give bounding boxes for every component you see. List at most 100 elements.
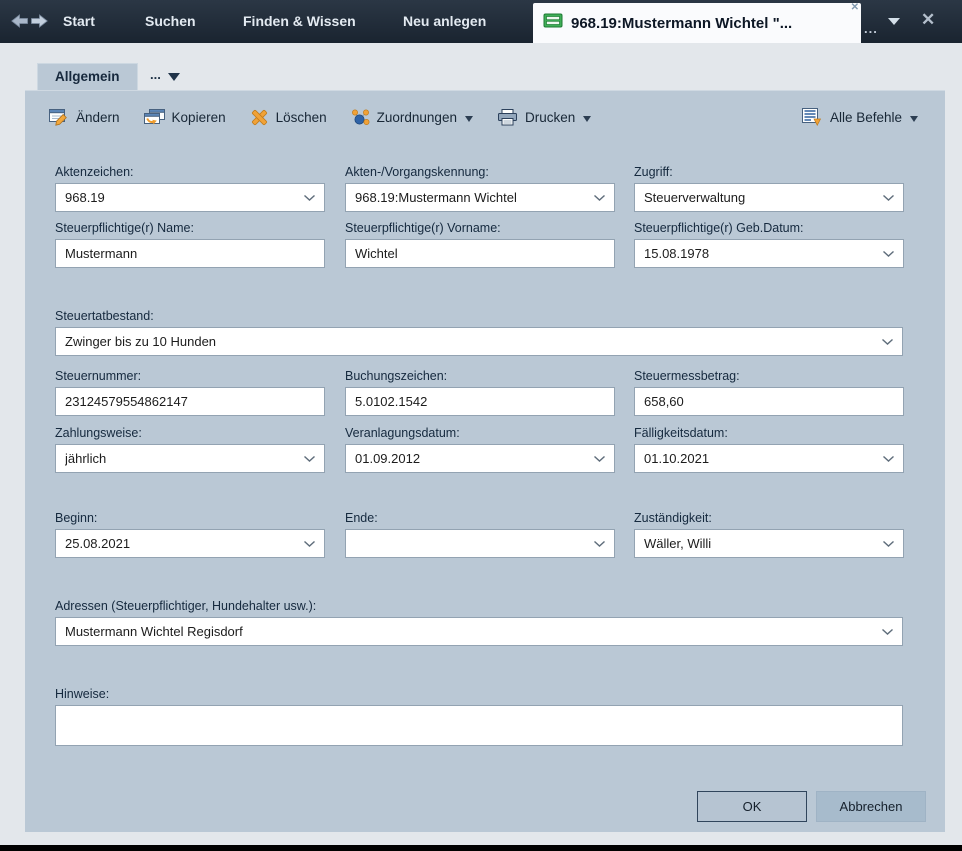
tab-list-dropdown-icon[interactable]	[888, 18, 900, 25]
chevron-down-icon	[876, 338, 893, 345]
nav-forward-icon[interactable]	[31, 14, 48, 28]
hinweise-textarea[interactable]	[55, 705, 903, 746]
loeschen-label: Löschen	[275, 109, 327, 125]
geb-datum-value: 15.08.1978	[644, 246, 710, 261]
nav-back-icon[interactable]	[11, 14, 28, 28]
active-document-tab[interactable]: 968.19:Mustermann Wichtel "... ✕	[533, 3, 861, 43]
kopieren-label: Kopieren	[171, 109, 226, 125]
zustaendigkeit-combo[interactable]: Wäller, Willi	[634, 529, 904, 558]
zuordnungen-button[interactable]: Zuordnungen	[339, 102, 485, 132]
vorgangskennung-label: Akten-/Vorgangskennung:	[345, 165, 489, 179]
chevron-down-icon	[877, 250, 894, 257]
name-label: Steuerpflichtige(r) Name:	[55, 221, 194, 235]
vorgangskennung-combo[interactable]: 968.19:Mustermann Wichtel	[345, 183, 615, 212]
form-panel: Ändern Kopieren Löschen Zuordnungen Druc…	[25, 90, 945, 832]
menu-start[interactable]: Start	[63, 13, 95, 29]
steuertatbestand-value: Zwinger bis zu 10 Hunden	[65, 334, 217, 349]
loeschen-button[interactable]: Löschen	[238, 102, 339, 132]
aendern-button[interactable]: Ändern	[37, 102, 132, 132]
aktenzeichen-combo[interactable]: 968.19	[55, 183, 325, 212]
menu-suchen[interactable]: Suchen	[145, 13, 196, 29]
chevron-down-icon	[910, 115, 918, 122]
chevron-down-icon	[588, 194, 605, 201]
aendern-label: Ändern	[76, 109, 120, 125]
menu-neu-anlegen[interactable]: Neu anlegen	[403, 13, 487, 29]
page-tab-overflow-dots[interactable]: ...	[150, 67, 161, 82]
kopieren-button[interactable]: Kopieren	[132, 102, 238, 132]
beginn-value: 25.08.2021	[65, 536, 131, 551]
document-tab-close-icon[interactable]: ✕	[850, 2, 859, 13]
folder-icon	[543, 12, 563, 34]
tab-allgemein[interactable]: Allgemein	[37, 63, 138, 90]
geb-datum-label: Steuerpflichtige(r) Geb.Datum:	[634, 221, 804, 235]
chevron-down-icon	[588, 540, 605, 547]
hinweise-label: Hinweise:	[55, 687, 110, 701]
drucken-label: Drucken	[524, 109, 576, 125]
toolbar: Ändern Kopieren Löschen Zuordnungen Druc…	[25, 91, 945, 143]
buchungszeichen-input[interactable]	[345, 387, 615, 416]
zahlungsweise-label: Zahlungsweise:	[55, 426, 142, 440]
document-tab-title: 968.19:Mustermann Wichtel "...	[571, 14, 793, 32]
chevron-down-icon	[877, 194, 894, 201]
name-input[interactable]	[55, 239, 325, 268]
zugriff-value: Steuerverwaltung	[644, 190, 746, 205]
buchungszeichen-label: Buchungszeichen:	[345, 369, 448, 383]
adressen-label: Adressen (Steuerpflichtiger, Hundehalter…	[55, 599, 317, 613]
chevron-down-icon	[588, 455, 605, 462]
steuermessbetrag-input[interactable]	[634, 387, 904, 416]
alle-befehle-label: Alle Befehle	[829, 109, 902, 125]
abbrechen-button[interactable]: Abbrechen	[816, 791, 926, 822]
copy-icon	[143, 108, 165, 126]
zustaendigkeit-value: Wäller, Willi	[644, 536, 712, 551]
ok-button[interactable]: OK	[697, 791, 807, 822]
zahlungsweise-value: jährlich	[65, 451, 107, 466]
chevron-down-icon	[298, 540, 315, 547]
zugriff-label: Zugriff:	[634, 165, 673, 179]
edit-icon	[49, 108, 69, 126]
zugriff-combo[interactable]: Steuerverwaltung	[634, 183, 904, 212]
steuernummer-label: Steuernummer:	[55, 369, 142, 383]
menu-finden-wissen[interactable]: Finden & Wissen	[243, 13, 356, 29]
steuertatbestand-combo[interactable]: Zwinger bis zu 10 Hunden	[55, 327, 903, 356]
vorname-input[interactable]	[345, 239, 615, 268]
window-close-icon[interactable]: ✕	[921, 10, 936, 29]
zahlungsweise-combo[interactable]: jährlich	[55, 444, 325, 473]
command-list-icon	[801, 108, 823, 126]
page-tabs-dropdown-icon[interactable]	[168, 73, 180, 81]
delete-icon	[250, 109, 269, 126]
top-menu-bar: Start Suchen Finden & Wissen Neu anlegen…	[0, 0, 962, 43]
chevron-down-icon	[583, 115, 592, 122]
aktenzeichen-value: 968.19	[65, 190, 105, 205]
assignments-icon	[351, 109, 370, 126]
alle-befehle-button[interactable]: Alle Befehle	[790, 102, 930, 132]
veranlagungsdatum-label: Veranlagungsdatum:	[345, 426, 460, 440]
vorgangskennung-value: 968.19:Mustermann Wichtel	[355, 190, 517, 205]
geb-datum-combo[interactable]: 15.08.1978	[634, 239, 904, 268]
printer-icon	[497, 108, 518, 126]
faelligkeitsdatum-combo[interactable]: 01.10.2021	[634, 444, 904, 473]
veranlagungsdatum-value: 01.09.2012	[355, 451, 421, 466]
beginn-label: Beginn:	[55, 511, 98, 525]
vorname-label: Steuerpflichtige(r) Vorname:	[345, 221, 501, 235]
chevron-down-icon	[877, 540, 894, 547]
ende-combo[interactable]	[345, 529, 615, 558]
chevron-down-icon	[298, 455, 315, 462]
adressen-combo[interactable]: Mustermann Wichtel Regisdorf	[55, 617, 903, 646]
beginn-combo[interactable]: 25.08.2021	[55, 529, 325, 558]
faelligkeitsdatum-label: Fälligkeitsdatum:	[634, 426, 728, 440]
zuordnungen-label: Zuordnungen	[376, 109, 457, 125]
adressen-value: Mustermann Wichtel Regisdorf	[65, 624, 243, 639]
veranlagungsdatum-combo[interactable]: 01.09.2012	[345, 444, 615, 473]
drucken-button[interactable]: Drucken	[485, 102, 603, 132]
steuermessbetrag-label: Steuermessbetrag:	[634, 369, 740, 383]
steuertatbestand-label: Steuertatbestand:	[55, 309, 154, 323]
faelligkeitsdatum-value: 01.10.2021	[644, 451, 710, 466]
page-tab-row: Allgemein ...	[0, 63, 962, 90]
steuernummer-input[interactable]	[55, 387, 325, 416]
chevron-down-icon	[298, 194, 315, 201]
chevron-down-icon	[877, 455, 894, 462]
tab-overflow-dots[interactable]: ...	[864, 21, 878, 36]
chevron-down-icon	[464, 115, 473, 122]
ende-label: Ende:	[345, 511, 378, 525]
bottom-edge	[0, 845, 962, 851]
